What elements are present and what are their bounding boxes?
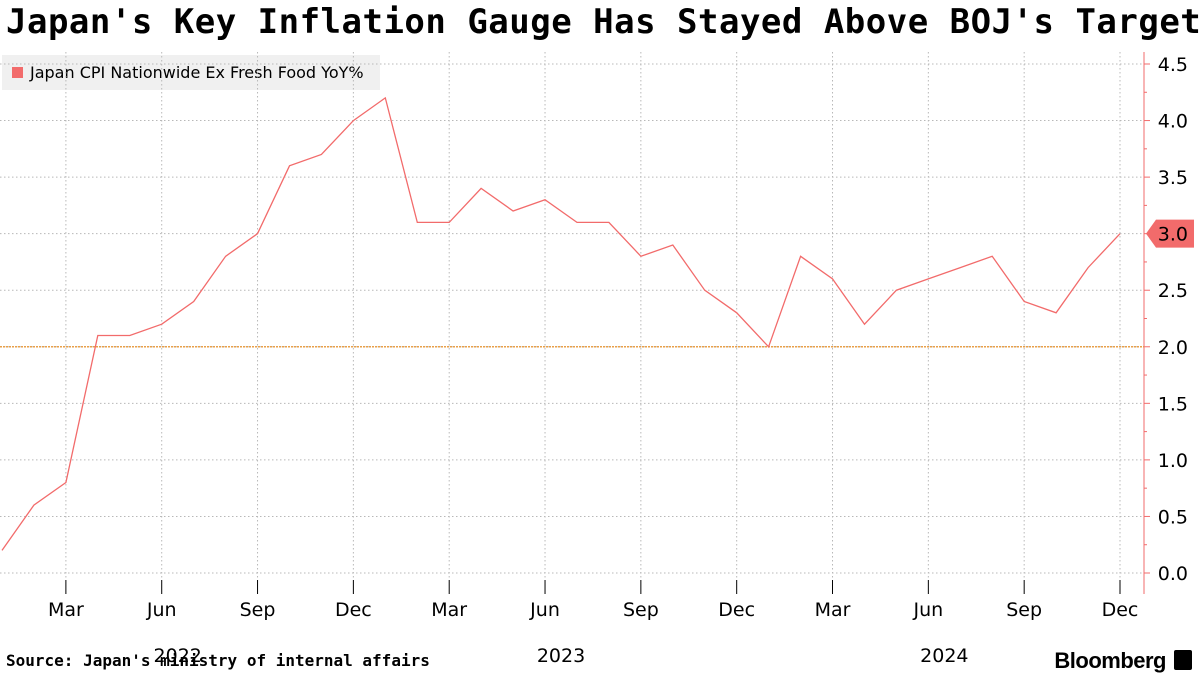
x-tick-label: Jun xyxy=(146,599,177,621)
y-tick-label: 2.5 xyxy=(1158,280,1188,302)
y-tick-label: 4.0 xyxy=(1158,111,1188,133)
x-tick-label: Sep xyxy=(623,599,659,621)
year-label: 2023 xyxy=(537,645,585,667)
legend-swatch xyxy=(12,67,23,78)
bloomberg-logo: Bloomberg xyxy=(1054,648,1166,673)
x-tick-label: Jun xyxy=(529,599,560,621)
x-tick-label: Dec xyxy=(335,599,372,621)
x-tick-label: Dec xyxy=(1102,599,1139,621)
x-tick-label: Mar xyxy=(431,599,467,621)
x-tick-label: Dec xyxy=(718,599,755,621)
y-tick-label: 1.0 xyxy=(1158,450,1188,472)
y-tick-label: 0.5 xyxy=(1158,506,1188,528)
x-tick-label: Mar xyxy=(815,599,851,621)
legend: Japan CPI Nationwide Ex Fresh Food YoY% xyxy=(2,55,380,90)
year-label: 2022 xyxy=(154,645,202,667)
x-tick-label: Jun xyxy=(912,599,943,621)
legend-label: Japan CPI Nationwide Ex Fresh Food YoY% xyxy=(30,63,364,82)
x-tick-label: Sep xyxy=(1006,599,1042,621)
year-label: 2024 xyxy=(920,645,968,667)
y-tick-label: 3.5 xyxy=(1158,167,1188,189)
y-tick-label: 2.0 xyxy=(1158,337,1188,359)
chart-title: Japan's Key Inflation Gauge Has Stayed A… xyxy=(6,2,1200,42)
y-tick-label: 0.0 xyxy=(1158,563,1188,585)
source-note: Source: Japan's ministry of internal aff… xyxy=(6,651,430,670)
bloomberg-terminal-icon xyxy=(1174,650,1192,670)
last-value-badge xyxy=(1146,219,1194,248)
x-tick-label: Sep xyxy=(240,599,276,621)
y-tick-label: 1.5 xyxy=(1158,393,1188,415)
cpi-series-line xyxy=(1,96,1121,551)
last-value-label: 3.0 xyxy=(1158,224,1188,246)
x-tick-label: Mar xyxy=(48,599,84,621)
y-tick-label: 4.5 xyxy=(1158,54,1188,76)
